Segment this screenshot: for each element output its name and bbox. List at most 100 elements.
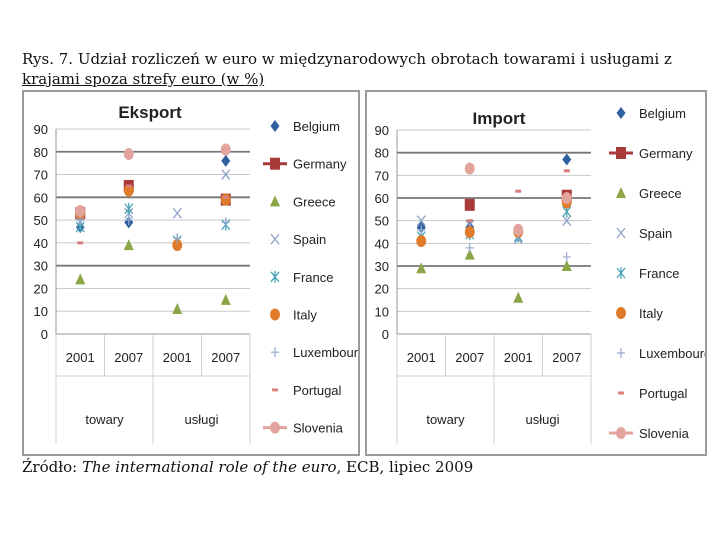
export-ytick-label: 60	[34, 190, 48, 205]
import-point-italy	[416, 235, 427, 248]
export-point-greece	[220, 293, 231, 305]
import-legend-marker-italy	[616, 307, 626, 319]
import-ytick-label: 10	[375, 304, 389, 319]
import-category-label: 2007	[455, 350, 484, 365]
import-legend-label-portugal: Portugal	[639, 386, 688, 401]
figure-title: Rys. 7. Udział rozliczeń w euro w między…	[22, 50, 672, 68]
source-note: Źródło: The international role of the eu…	[22, 457, 473, 477]
export-legend-marker-greece	[270, 195, 280, 207]
export-point-luxembourg	[221, 217, 230, 228]
export-legend-label-germany: Germany	[293, 157, 347, 172]
import-chart-panel: Import 0 10 20 30 40 50 60 70 80 90 2001 2007 2001 200…	[365, 90, 711, 456]
export-ytick-label: 20	[34, 281, 48, 296]
export-ytick-label: 10	[34, 304, 48, 319]
export-point-italy	[123, 184, 134, 197]
import-point-slovenia	[561, 192, 572, 204]
import-legend-marker-france	[616, 267, 626, 279]
import-point-luxembourg	[417, 224, 426, 235]
export-point-portugal	[77, 241, 84, 245]
export-legend-marker-portugal	[272, 388, 278, 392]
export-point-slovenia	[123, 148, 134, 161]
import-legend-label-italy: Italy	[639, 306, 663, 321]
export-point-france	[124, 202, 134, 215]
import-legend-marker-portugal	[618, 391, 624, 395]
export-legend-label-portugal: Portugal	[293, 383, 342, 398]
import-legend-label-belgium: Belgium	[639, 106, 686, 121]
export-legend-marker-spain	[270, 233, 280, 245]
import-legend-marker-luxembourg	[617, 348, 625, 358]
import-point-portugal	[515, 189, 522, 193]
export-legend-label-greece: Greece	[293, 194, 336, 209]
import-chart: Import 0 10 20 30 40 50 60 70 80 90 2001 2007 2001 200…	[375, 106, 711, 444]
import-group-label: towary	[426, 412, 465, 427]
export-legend-marker-italy	[270, 308, 280, 321]
export-ytick-label: 0	[41, 327, 48, 342]
import-ytick-label: 60	[375, 191, 389, 206]
import-point-luxembourg	[562, 251, 571, 262]
export-point-spain	[221, 169, 231, 180]
export-legend-marker-belgium	[270, 120, 280, 132]
source-suffix: , ECB, lipiec 2009	[336, 458, 474, 476]
import-legend-label-france: France	[639, 266, 679, 281]
export-chart: Eksport 0 10 20 30 40 50 60 70 80 90 2001 2007 2001 20…	[34, 103, 365, 444]
import-ytick-label: 50	[375, 214, 389, 229]
import-legend-label-slovenia: Slovenia	[639, 426, 690, 441]
import-point-greece	[561, 260, 572, 271]
import-legend-marker-germany	[616, 147, 626, 159]
import-legend-marker-slovenia	[616, 427, 626, 439]
import-point-greece	[464, 248, 475, 260]
export-point-greece	[75, 273, 86, 285]
import-point-greece	[513, 291, 524, 303]
export-point-spain	[172, 207, 182, 219]
export-point-italy	[172, 239, 183, 252]
import-group-label: usługi	[526, 412, 560, 427]
export-ytick-label: 50	[34, 213, 48, 228]
figure-title-continued: krajami spoza strefy euro (w %)	[22, 70, 265, 88]
source-title: The international role of the euro	[81, 458, 337, 476]
import-chart-title: Import	[473, 109, 526, 128]
export-point-portugal	[222, 195, 229, 199]
import-point-spain	[416, 215, 426, 227]
import-legend-label-germany: Germany	[639, 146, 693, 161]
export-legend-label-luxembourg: Luxembourg	[293, 345, 358, 360]
export-point-portugal	[125, 184, 132, 188]
import-category-label: 2007	[552, 350, 581, 365]
import-point-greece	[416, 262, 427, 274]
export-ytick-label: 90	[34, 122, 48, 137]
export-category-label: 2007	[211, 350, 240, 365]
import-ytick-label: 30	[375, 259, 389, 274]
import-ytick-label: 40	[375, 236, 389, 251]
export-legend-marker-france	[270, 270, 280, 283]
import-point-slovenia	[513, 223, 524, 236]
export-point-luxembourg	[173, 233, 182, 244]
export-category-label: 2001	[66, 350, 95, 365]
import-point-belgium	[562, 153, 572, 166]
export-point-greece	[172, 302, 183, 314]
export-legend-label-france: France	[293, 270, 333, 285]
export-legend-label-spain: Spain	[293, 232, 326, 247]
import-legend-label-greece: Greece	[639, 186, 682, 201]
export-point-italy	[220, 193, 231, 206]
import-point-portugal	[563, 169, 570, 173]
import-legend-label-spain: Spain	[639, 226, 672, 241]
import-ytick-label: 80	[375, 146, 389, 161]
import-legend-marker-spain	[616, 227, 626, 239]
export-legend-marker-slovenia	[270, 421, 280, 434]
export-category-label: 2007	[114, 350, 143, 365]
export-point-slovenia	[220, 143, 231, 156]
import-category-label: 2001	[407, 350, 436, 365]
export-group-label: towary	[85, 412, 124, 427]
import-ytick-label: 70	[375, 168, 389, 183]
import-point-slovenia	[464, 162, 475, 175]
export-chart-panel: Eksport 0 10 20 30 40 50 60 70 80 90 2001 2007 2001 20…	[22, 90, 365, 456]
export-ytick-label: 30	[34, 259, 48, 274]
import-point-italy	[464, 226, 475, 238]
import-ytick-label: 90	[375, 123, 389, 138]
import-ytick-label: 20	[375, 282, 389, 297]
export-legend-marker-germany	[270, 157, 280, 170]
export-category-label: 2001	[163, 350, 192, 365]
export-ytick-label: 70	[34, 168, 48, 183]
import-legend-label-luxembourg: Luxembourg	[639, 346, 705, 361]
export-legend-marker-luxembourg	[271, 347, 279, 358]
export-group-label: usługi	[185, 412, 219, 427]
